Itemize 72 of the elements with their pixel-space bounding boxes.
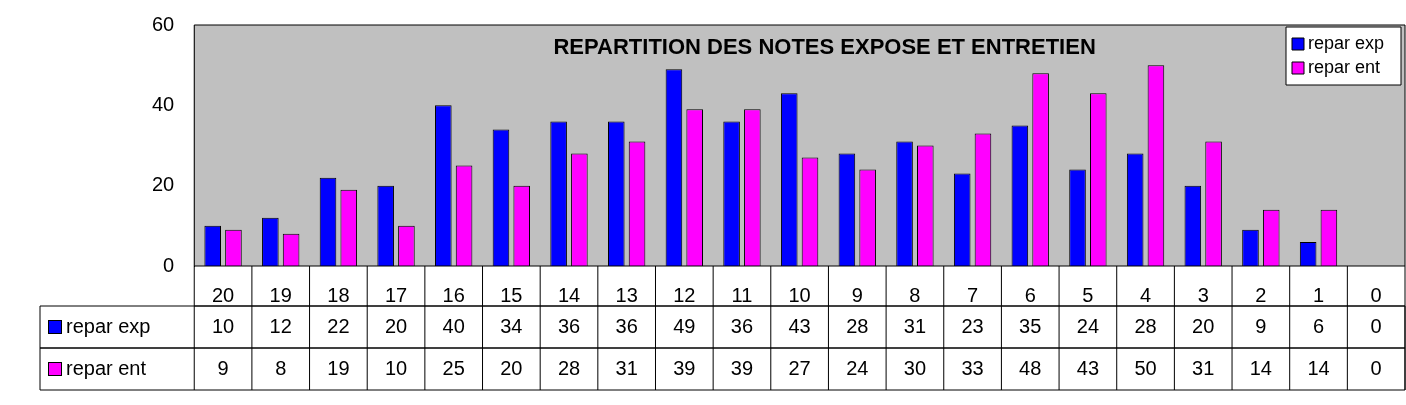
data-label: 28: [846, 314, 869, 337]
data-label: 14: [1307, 356, 1330, 379]
data-label: 10: [384, 356, 408, 379]
x-tick-label: 14: [557, 283, 581, 306]
x-tick-label: 17: [384, 283, 408, 306]
data-label: 31: [903, 314, 927, 337]
x-tick-label: 5: [1082, 283, 1094, 306]
legend-label: repar ent: [1308, 56, 1381, 77]
data-label: 43: [788, 314, 811, 337]
x-tick-label: 9: [851, 283, 863, 306]
data-label: 24: [1076, 314, 1100, 337]
data-label: 0: [1370, 314, 1382, 337]
data-label: 20: [384, 314, 408, 337]
data-label: 36: [730, 314, 754, 337]
x-tick-label: 12: [673, 283, 696, 306]
data-label: 23: [961, 314, 984, 337]
x-tick-label: 11: [731, 283, 753, 306]
x-tick-label: 16: [442, 283, 465, 306]
data-label: 39: [730, 356, 754, 379]
data-label: 9: [1255, 314, 1267, 337]
x-tick-label: 6: [1024, 283, 1036, 306]
data-label: 48: [1019, 356, 1042, 379]
data-label: 20: [500, 356, 523, 379]
data-label: 20: [1192, 314, 1215, 337]
x-tick-label: 18: [327, 283, 350, 306]
data-label: 49: [673, 314, 696, 337]
x-tick-label: 1: [1312, 283, 1325, 306]
data-label: 33: [961, 356, 984, 379]
data-label: 8: [275, 356, 287, 379]
data-label: 40: [442, 314, 465, 337]
data-label: 12: [269, 314, 292, 337]
y-tick-label: 60: [152, 12, 175, 35]
x-tick-label: 13: [615, 283, 638, 306]
x-tick-label: 19: [269, 283, 292, 306]
x-tick-label: 20: [211, 283, 235, 306]
y-tick-label: 0: [163, 253, 175, 276]
x-tick-label: 10: [788, 283, 811, 306]
data-label: 9: [217, 356, 229, 379]
data-label: 28: [1134, 314, 1157, 337]
data-label: 39: [673, 356, 696, 379]
legend-label: repar exp: [1308, 32, 1385, 53]
x-tick-label: 8: [909, 283, 921, 306]
data-label: 30: [903, 356, 927, 379]
data-label: 10: [211, 314, 235, 337]
y-tick-label: 40: [152, 92, 175, 115]
data-label: 19: [327, 356, 350, 379]
data-label: 31: [615, 356, 638, 379]
x-tick-label: 7: [967, 283, 979, 306]
data-label: 22: [327, 314, 350, 337]
data-label: 50: [1134, 356, 1157, 379]
x-tick-label: 0: [1370, 283, 1382, 306]
text: REPARTITION DES NOTES EXPOSE ET ENTRETIEN: [553, 34, 1096, 60]
data-label: 0: [1370, 356, 1382, 379]
data-label: 25: [442, 356, 465, 379]
data-label: 31: [1192, 356, 1215, 379]
x-tick-label: 15: [500, 283, 523, 306]
data-label: 24: [846, 356, 869, 379]
x-tick-label: 2: [1255, 283, 1267, 306]
data-label: 34: [500, 314, 523, 337]
y-tick-label: 20: [152, 173, 175, 196]
data-label: 6: [1312, 314, 1325, 337]
data-label: 27: [788, 356, 811, 379]
data-label: 43: [1076, 356, 1100, 379]
data-label: 36: [615, 314, 638, 337]
data-label: 14: [1249, 356, 1272, 379]
text: repar exp: [66, 314, 151, 337]
data-label: 35: [1019, 314, 1042, 337]
data-label: 28: [557, 356, 581, 379]
x-tick-label: 4: [1139, 283, 1152, 306]
text: repar ent: [66, 356, 147, 379]
x-tick-label: 3: [1197, 283, 1209, 306]
data-label: 36: [557, 314, 581, 337]
